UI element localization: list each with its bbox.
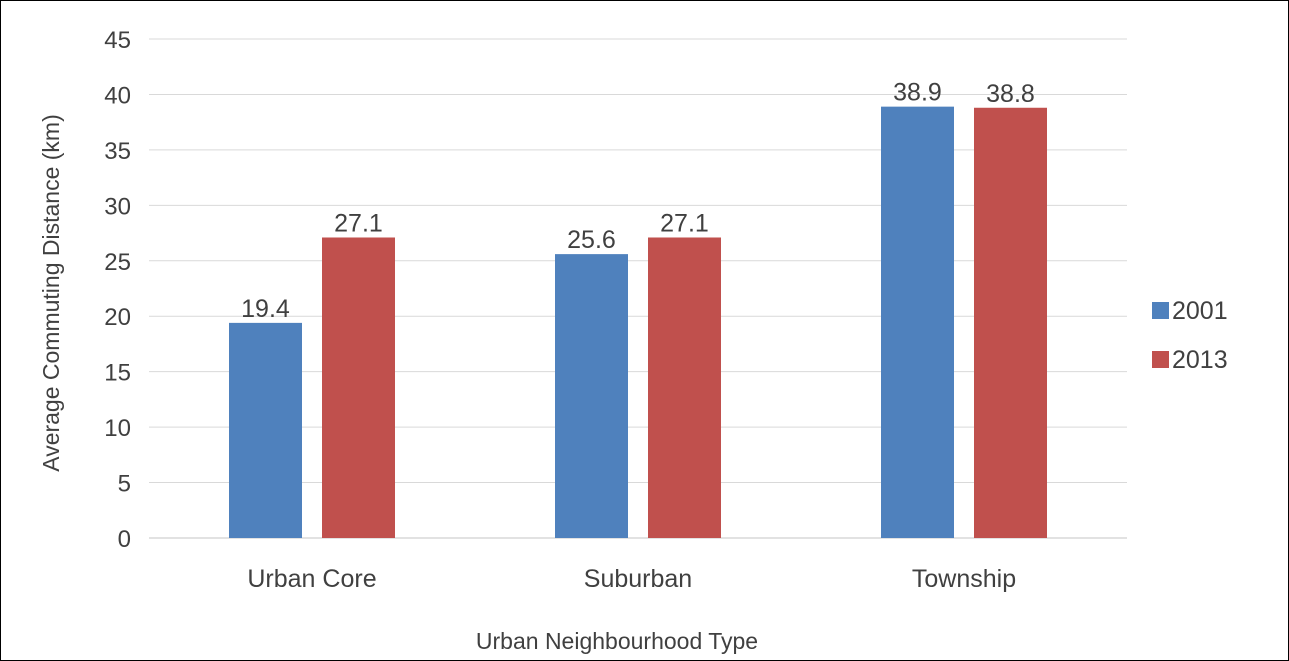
y-tick-label: 10: [104, 415, 131, 442]
y-axis-ticks: 0 5 10 15 20 25 30 35 40 45: [104, 27, 131, 553]
bars: [229, 106, 1047, 539]
x-axis-title: Urban Neighbourhood Type: [476, 628, 758, 654]
data-label: 27.1: [660, 209, 709, 237]
bar-2001-suburban: [555, 254, 628, 538]
legend: 2001 2013: [1152, 297, 1228, 374]
data-label: 38.8: [986, 80, 1035, 108]
bar-2013-suburban: [648, 237, 721, 539]
x-axis-categories: Urban Core Suburban Township: [247, 565, 1016, 593]
bar-2001-urban-core: [229, 322, 302, 538]
y-tick-label: 0: [118, 526, 131, 553]
y-tick-label: 35: [104, 138, 131, 165]
data-label: 27.1: [334, 209, 383, 237]
bar-2013-township: [974, 107, 1047, 539]
y-tick-label: 5: [118, 471, 131, 498]
y-tick-label: 25: [104, 249, 131, 276]
y-tick-label: 15: [104, 360, 131, 387]
y-tick-label: 45: [104, 27, 131, 54]
category-label: Suburban: [584, 565, 692, 593]
legend-swatch: [1152, 351, 1169, 368]
gridlines: [149, 38, 1127, 539]
data-label: 25.6: [567, 226, 616, 254]
y-tick-label: 40: [104, 82, 131, 109]
legend-item-2001: 2001: [1152, 297, 1228, 325]
bar-2001-township: [881, 106, 954, 539]
legend-item-2013: 2013: [1152, 346, 1228, 374]
category-label: Township: [912, 565, 1016, 593]
bar-2013-urban-core: [322, 237, 395, 539]
y-tick-label: 30: [104, 193, 131, 220]
legend-swatch: [1152, 302, 1169, 319]
category-label: Urban Core: [247, 565, 376, 593]
data-label: 38.9: [893, 79, 942, 107]
data-label: 19.4: [241, 295, 290, 323]
legend-label: 2001: [1172, 297, 1228, 325]
legend-label: 2013: [1172, 346, 1228, 374]
y-axis-title: Average Commuting Distance (km): [38, 114, 64, 471]
data-labels: 19.4 27.1 25.6 27.1 38.9 38.8: [241, 79, 1035, 323]
y-tick-label: 20: [104, 304, 131, 331]
